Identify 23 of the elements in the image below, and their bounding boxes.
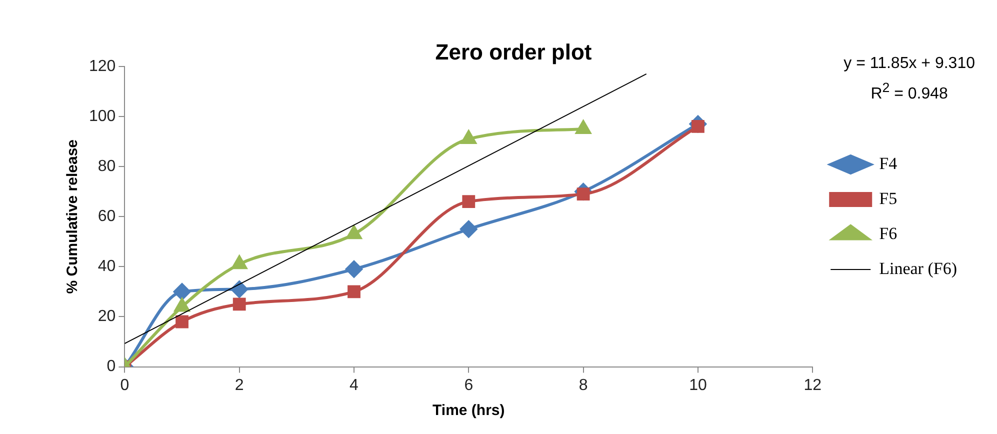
x-tick-label: 2 [234,376,244,394]
y-tick-label: 80 [98,158,116,175]
legend-label: F5 [879,188,898,208]
x-tick-label: 10 [689,376,707,394]
x-tick-label: 8 [578,376,588,394]
y-tick-label: 120 [88,58,116,75]
legend-label: Linear (F6) [879,258,958,278]
y-tick-label: 0 [106,358,116,376]
chart-title: Zero order plot [435,39,592,64]
legend-label: F4 [879,154,898,173]
y-tick-label: 40 [98,258,116,276]
x-tick-label: 6 [464,376,474,394]
text: y = 11.85x + 9.310 [844,54,975,74]
y-tick-label: 100 [88,108,116,125]
x-tick-label: 0 [120,376,130,394]
y-tick-label: 20 [98,308,116,326]
x-tick-label: 12 [804,376,822,394]
text: R$^{2}$ = 0.948 [870,79,949,104]
x-tick-label: 4 [350,376,359,394]
y-tick-label: 60 [98,208,116,226]
y-axis-title: % Cumulative release [64,139,82,294]
x-axis-title: Time (hrs) [432,402,505,420]
legend-label: F6 [879,224,898,243]
